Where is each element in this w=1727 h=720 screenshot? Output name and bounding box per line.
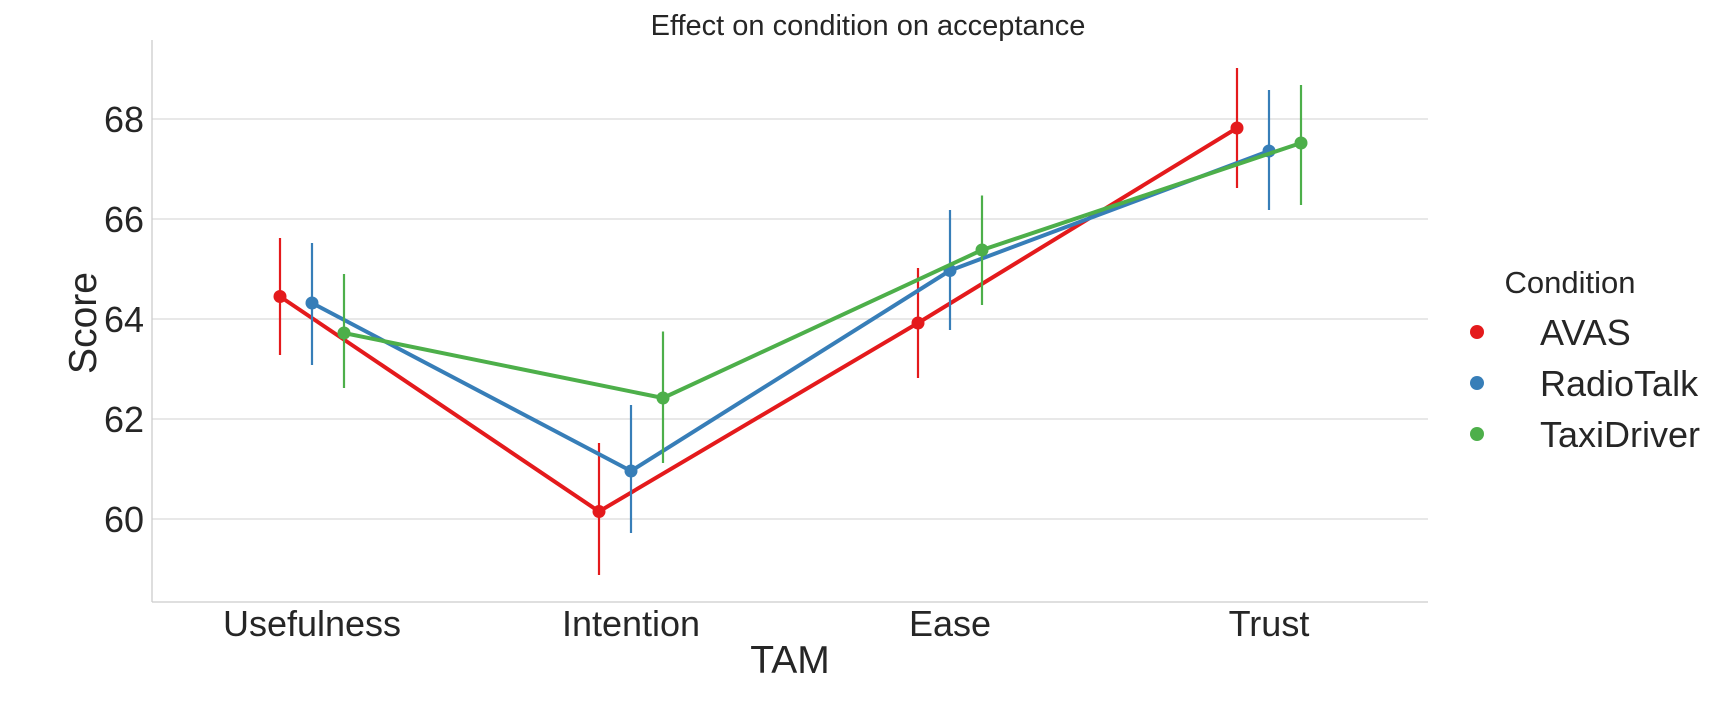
series-avas — [273, 68, 1244, 575]
data-point — [624, 464, 638, 478]
x-tick-label: Intention — [562, 603, 700, 644]
series-line — [278, 126, 1239, 514]
data-point — [975, 243, 989, 257]
y-tick-label: 62 — [104, 399, 144, 440]
data-point — [592, 505, 606, 518]
y-axis-label: Score — [62, 272, 105, 374]
data-point — [1230, 121, 1244, 135]
data-point — [911, 316, 925, 330]
legend-marker — [1470, 325, 1484, 339]
x-axis-label: TAM — [750, 639, 829, 682]
series-line — [310, 149, 1271, 473]
series-taxidriver — [337, 85, 1308, 463]
x-tick-label: Trust — [1229, 603, 1310, 644]
y-tick-label: 64 — [104, 299, 144, 340]
data-point — [337, 326, 351, 340]
grid-lines — [152, 118, 1428, 520]
tick-labels: 60 62 64 66 68 Usefulness Intention Ease Trust — [104, 99, 1309, 644]
axes — [151, 40, 1428, 603]
y-tick-label: 68 — [104, 99, 144, 140]
data-point — [305, 296, 319, 310]
chart-title: Effect on condition on acceptance — [651, 10, 1086, 42]
series-radiotalk — [305, 90, 1276, 533]
y-tick-label: 60 — [104, 499, 144, 540]
legend-label: AVAS — [1540, 312, 1631, 353]
series-line — [342, 141, 1303, 400]
legend-marker — [1470, 376, 1484, 390]
legend-label: TaxiDriver — [1540, 414, 1700, 455]
data-point — [1294, 136, 1308, 150]
legend: Condition AVAS RadioTalk TaxiDriver — [1470, 265, 1700, 455]
data-point — [656, 391, 670, 405]
y-tick-label: 66 — [104, 199, 144, 240]
legend-marker — [1470, 427, 1484, 441]
legend-title: Condition — [1505, 265, 1636, 300]
data-point — [273, 290, 287, 303]
x-tick-label: Usefulness — [223, 603, 401, 644]
legend-label: RadioTalk — [1540, 363, 1699, 404]
x-tick-label: Ease — [909, 603, 991, 644]
series-layer — [273, 68, 1308, 575]
